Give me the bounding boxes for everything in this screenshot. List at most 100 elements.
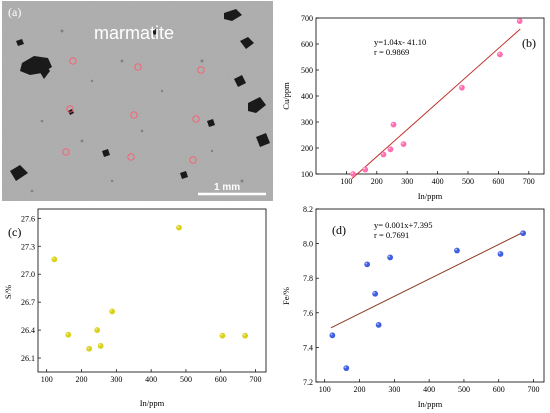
mineral-name: marmatite xyxy=(94,23,174,43)
data-point-highlight xyxy=(373,291,376,294)
chart-d-y-title: Fe/% xyxy=(281,287,291,305)
x-tick-label: 400 xyxy=(423,385,435,394)
chart-b-frame xyxy=(315,17,545,175)
y-tick-label: 26.7 xyxy=(21,298,35,307)
x-tick-label: 300 xyxy=(401,177,413,186)
data-point-highlight xyxy=(363,167,366,170)
y-tick-label: 300 xyxy=(301,118,313,127)
data-point-highlight xyxy=(351,172,354,175)
micrograph-panel: (a) marmatite 1 mm xyxy=(2,1,273,201)
analysis-spot xyxy=(189,156,197,164)
data-point-highlight xyxy=(110,309,113,312)
chart-d-svg: 100 200 300 400 500 600 700 7.2 7.4 7.6 7.8 8.0 8.2… xyxy=(281,205,545,409)
y-tick-label: 100 xyxy=(301,170,313,179)
data-point-highlight xyxy=(521,231,524,234)
data-point-highlight xyxy=(330,333,333,336)
data-point-highlight xyxy=(388,147,391,150)
x-tick-label: 100 xyxy=(319,385,331,394)
data-point xyxy=(387,146,394,153)
data-point xyxy=(390,121,397,128)
data-point-highlight xyxy=(376,323,379,326)
regression-line xyxy=(330,231,525,329)
y-tick-label: 700 xyxy=(301,14,313,23)
chart-b-y-ticks: 100 200 300 400 500 600 700 xyxy=(301,14,319,179)
dark-mineral-inclusions xyxy=(10,9,270,181)
y-tick-label: 8.0 xyxy=(303,240,313,249)
data-point-highlight xyxy=(401,142,404,145)
chart-c-points xyxy=(51,224,249,352)
x-tick-label: 700 xyxy=(528,385,540,394)
analysis-spot xyxy=(127,153,135,161)
data-point xyxy=(375,322,382,328)
chart-c-x-ticks: 100 200 300 400 500 600 700 xyxy=(41,369,262,384)
panel-label-c: (c) xyxy=(8,225,21,239)
data-point-highlight xyxy=(460,85,463,88)
y-tick-label: 26.4 xyxy=(21,326,35,335)
y-tick-label: 27.3 xyxy=(21,242,35,251)
x-tick-label: 400 xyxy=(432,177,444,186)
x-tick-label: 100 xyxy=(41,375,53,384)
y-tick-label: 600 xyxy=(301,40,313,49)
data-point-highlight xyxy=(498,252,501,255)
y-tick-label: 200 xyxy=(301,144,313,153)
gray-texture-marks xyxy=(30,29,244,193)
y-tick-label: 7.2 xyxy=(303,378,313,387)
chart-b-svg: 100 200 300 400 500 600 700 100 200 300 400 500 600… xyxy=(281,14,545,201)
x-tick-label: 700 xyxy=(250,375,262,384)
chart-b-cu-vs-in: 100 200 300 400 500 600 700 100 200 300 400 500 600… xyxy=(278,0,550,204)
data-point xyxy=(380,151,387,158)
x-tick-label: 600 xyxy=(215,375,227,384)
analysis-spot xyxy=(130,111,138,119)
chart-b-r-value: r = 0.9869 xyxy=(374,47,409,57)
analysis-spot xyxy=(66,105,74,113)
data-point-highlight xyxy=(95,328,98,331)
x-tick-label: 400 xyxy=(145,375,157,384)
y-tick-label: 7.4 xyxy=(303,343,313,352)
data-point-highlight xyxy=(498,52,501,55)
data-point-highlight xyxy=(98,344,101,347)
x-tick-label: 600 xyxy=(492,177,504,186)
data-point xyxy=(86,345,93,352)
analysis-spot xyxy=(134,63,142,71)
chart-d-equation: y= 0.001x+7.395 xyxy=(374,220,432,230)
data-point xyxy=(343,365,350,372)
chart-b-x-ticks: 100 200 300 400 500 600 700 xyxy=(340,171,535,186)
x-tick-label: 700 xyxy=(523,177,535,186)
data-point-highlight xyxy=(455,248,458,251)
data-point-highlight xyxy=(388,255,391,258)
data-point xyxy=(387,254,394,261)
x-tick-label: 300 xyxy=(388,385,400,394)
data-point-highlight xyxy=(220,333,223,336)
chart-c-svg: 100 200 300 400 500 600 700 26.1 26.4 26.7 27.0 27… xyxy=(3,208,267,408)
data-point-highlight xyxy=(391,122,394,125)
data-point xyxy=(94,327,101,333)
data-point xyxy=(109,308,116,315)
chart-b-y-title: Cu/ppm xyxy=(281,82,291,110)
chart-c-y-title: S/% xyxy=(3,285,13,299)
chart-c-frame xyxy=(37,208,267,373)
data-point xyxy=(51,256,58,263)
data-point xyxy=(350,171,356,177)
x-tick-label: 500 xyxy=(458,385,470,394)
data-point xyxy=(454,247,460,254)
data-point xyxy=(329,332,336,339)
y-tick-label: 8.2 xyxy=(303,205,313,214)
data-point-highlight xyxy=(243,333,246,336)
chart-b-equation: y=1.04x- 41.10 xyxy=(374,37,426,47)
panel-label-a: (a) xyxy=(8,5,21,19)
panel-label-b: (b) xyxy=(522,36,536,50)
scale-bar-label: 1 mm xyxy=(214,182,240,193)
data-point xyxy=(97,343,104,349)
analysis-spot xyxy=(192,115,200,123)
chart-c-y-ticks: 26.1 26.4 26.7 27.0 27.3 27.6 xyxy=(21,214,41,363)
x-tick-label: 300 xyxy=(110,375,122,384)
panel-label-d: (d) xyxy=(332,223,346,237)
regression-line xyxy=(351,28,521,180)
data-point-highlight xyxy=(381,152,384,155)
y-tick-label: 400 xyxy=(301,92,313,101)
chart-d-fit-line xyxy=(330,231,525,329)
analysis-spot xyxy=(62,148,70,156)
y-tick-label: 500 xyxy=(301,66,313,75)
data-point xyxy=(242,332,249,339)
data-point-highlight xyxy=(517,19,520,22)
